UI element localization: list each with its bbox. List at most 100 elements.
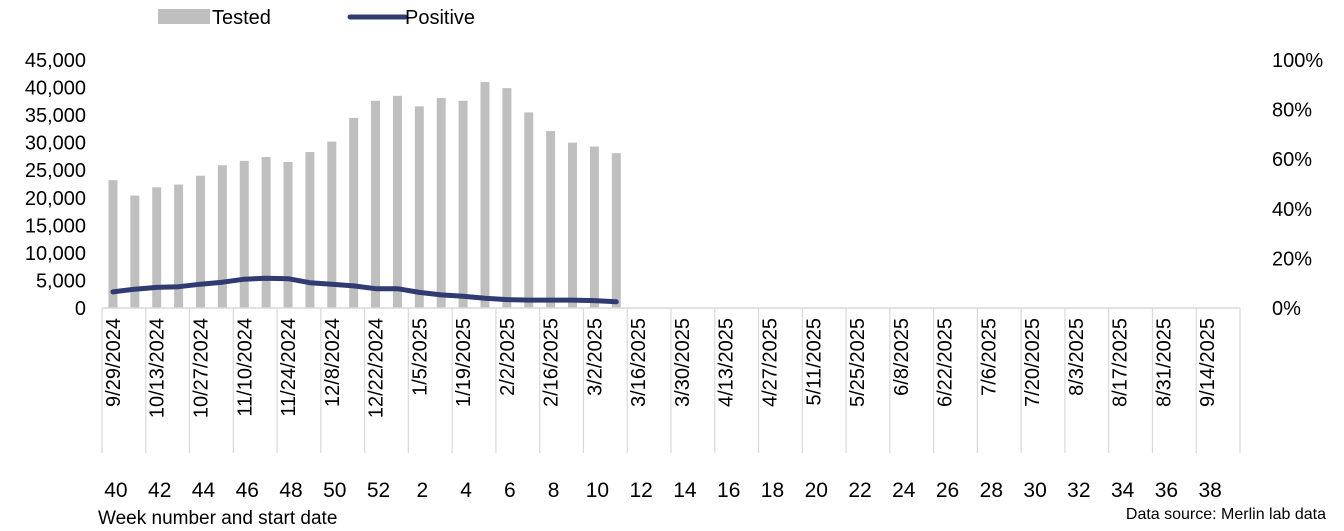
bar-tested [546, 131, 556, 308]
x-date-label: 8/31/2025 [1153, 318, 1175, 407]
line-positive-group [110, 275, 619, 305]
x-week-label: 6 [504, 479, 516, 502]
bar-tested [305, 152, 315, 308]
x-week-label: 22 [848, 479, 871, 502]
bar-tested [611, 153, 621, 308]
bar-tested [108, 180, 118, 308]
y-left-tick-label: 45,000 [25, 50, 86, 72]
bar-tested [283, 161, 293, 308]
bar-tested [239, 160, 249, 308]
y-right-tick-label: 80% [1272, 100, 1312, 122]
x-axis-date-labels: 9/29/2024 10/13/2024 10/27/2024 11/10/2024 1… [103, 318, 1219, 418]
x-date-label: 3/30/2025 [672, 318, 694, 407]
x-date-label: 10/27/2024 [190, 318, 212, 418]
y-left-tick-label: 35,000 [25, 105, 86, 127]
x-date-label: 11/24/2024 [278, 318, 300, 417]
x-week-label: 50 [323, 479, 346, 502]
x-week-label: 30 [1023, 479, 1046, 502]
y-left-tick-label: 30,000 [25, 133, 86, 155]
y-left-tick-label: 15,000 [25, 215, 86, 237]
x-week-label: 14 [673, 479, 697, 502]
x-week-label: 42 [148, 479, 171, 502]
x-axis-title: Week number and start date [98, 508, 337, 529]
x-week-label: 10 [586, 479, 609, 502]
x-week-label: 32 [1067, 479, 1090, 502]
bar-tested [524, 112, 534, 308]
x-date-label: 12/22/2024 [366, 318, 388, 418]
x-date-label: 9/14/2025 [1197, 318, 1219, 407]
x-date-label: 6/22/2025 [935, 318, 957, 407]
x-date-label: 10/13/2024 [147, 318, 169, 418]
x-axis-week-labels: 40 42 44 46 48 50 52 2 4 6 8 10 12 14 16 18 20 22 24 26 28 30… [104, 479, 1222, 502]
x-week-label: 36 [1155, 479, 1178, 502]
bar-tested [261, 156, 271, 308]
y-left-tick-label: 0 [75, 298, 86, 320]
bar-tested [436, 98, 446, 308]
x-date-label: 1/19/2025 [453, 318, 475, 407]
y-axis-left: 0 5,000 10,000 15,000 20,000 25,000 30,000 35,0… [25, 50, 86, 320]
y-left-tick-label: 20,000 [25, 188, 86, 210]
bar-tested [349, 117, 359, 308]
x-week-label: 8 [548, 479, 560, 502]
x-date-label: 9/29/2024 [103, 318, 125, 407]
x-date-label: 5/25/2025 [847, 318, 869, 407]
x-date-label: 2/16/2025 [541, 318, 563, 407]
bar-tested [458, 100, 468, 308]
y-right-tick-label: 0% [1272, 298, 1301, 320]
x-date-label: 8/17/2025 [1110, 318, 1132, 407]
source-note: Data source: Merlin lab data [1126, 506, 1326, 523]
x-week-label: 12 [629, 479, 652, 502]
bars-tested [108, 82, 621, 309]
line-positive [110, 275, 619, 305]
y-left-tick-label: 5,000 [36, 270, 86, 292]
x-week-label: 46 [236, 479, 259, 502]
y-left-tick-label: 10,000 [25, 243, 86, 265]
bar-tested [480, 82, 490, 309]
x-week-label: 44 [192, 479, 216, 502]
y-axis-right: 0% 20% 40% 60% 80% 100% [1272, 50, 1323, 320]
x-date-label: 11/10/2024 [234, 318, 256, 417]
bar-tested [589, 146, 599, 308]
x-week-label: 52 [367, 479, 390, 502]
x-date-label: 7/6/2025 [978, 318, 1000, 396]
x-date-label: 4/27/2025 [759, 318, 781, 407]
x-week-label: 4 [460, 479, 472, 502]
y-right-tick-label: 100% [1272, 50, 1323, 72]
y-right-tick-label: 60% [1272, 149, 1312, 171]
x-week-label: 26 [936, 479, 959, 502]
x-axis-ticks [101, 308, 1241, 453]
legend-label-tested: Tested [212, 7, 271, 29]
x-week-label: 38 [1198, 479, 1221, 502]
x-week-label: 2 [416, 479, 428, 502]
x-date-label: 12/8/2024 [322, 318, 344, 407]
bar-tested [195, 175, 205, 308]
legend-swatch-tested [158, 9, 210, 24]
legend-label-positive: Positive [405, 7, 475, 29]
bar-tested [414, 106, 424, 308]
x-week-label: 24 [892, 479, 916, 502]
bar-tested [371, 100, 381, 308]
x-date-label: 3/2/2025 [584, 318, 606, 396]
x-week-label: 48 [279, 479, 302, 502]
x-week-label: 16 [717, 479, 740, 502]
bar-tested [327, 141, 337, 308]
bar-tested [130, 195, 140, 308]
x-week-label: 18 [761, 479, 784, 502]
x-week-label: 34 [1111, 479, 1135, 502]
y-right-tick-label: 40% [1272, 199, 1312, 221]
x-date-label: 5/11/2025 [803, 318, 825, 406]
x-week-label: 28 [980, 479, 1003, 502]
bar-tested [174, 184, 184, 308]
x-date-label: 6/8/2025 [891, 318, 913, 396]
y-right-tick-label: 20% [1272, 248, 1312, 270]
bar-tested [568, 142, 578, 308]
x-date-label: 4/13/2025 [716, 318, 738, 407]
bar-tested [152, 187, 162, 308]
bar-tested [502, 88, 512, 309]
bar-tested [217, 165, 227, 308]
x-date-label: 7/20/2025 [1022, 318, 1044, 407]
y-left-tick-label: 25,000 [25, 160, 86, 182]
x-date-label: 3/16/2025 [628, 318, 650, 407]
y-left-tick-label: 40,000 [25, 78, 86, 100]
